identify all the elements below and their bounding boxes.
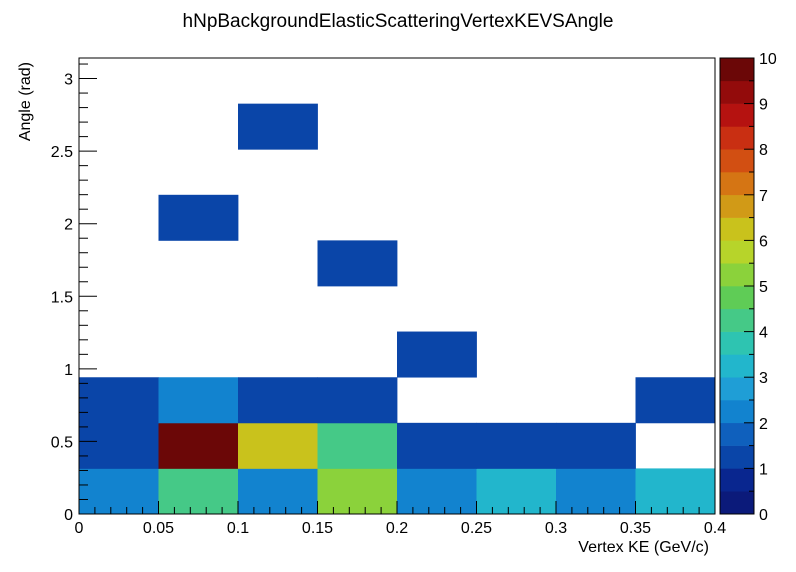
heatmap-cell — [556, 468, 636, 515]
y-tick-label: 3 — [64, 72, 73, 89]
color-scale-axis: 0 1 2 3 4 5 6 7 8 9 10 — [744, 51, 777, 524]
y-tick-label: 1 — [64, 362, 73, 379]
heatmap-cell — [158, 377, 239, 424]
heatmap-cell — [476, 422, 557, 469]
x-tick-label: 0.3 — [545, 520, 567, 537]
z-tick-label: 4 — [759, 325, 768, 342]
heatmap-cell — [317, 422, 398, 469]
y-tick-label: 0.5 — [51, 434, 73, 451]
color-scale-segment — [720, 445, 754, 469]
heatmap-cell — [397, 422, 477, 469]
heatmap-cell — [397, 468, 477, 515]
color-scale-segment — [720, 149, 754, 173]
z-tick-label: 9 — [759, 97, 768, 114]
y-tick-label: 0 — [64, 507, 73, 524]
z-tick-label: 8 — [759, 142, 768, 159]
y-tick-label: 2.5 — [51, 144, 73, 161]
x-axis: 0 0.05 0.1 0.15 0.2 0.25 0.3 0.35 0.4 — [75, 501, 726, 537]
z-tick-label: 3 — [759, 370, 768, 387]
color-scale-segment — [720, 194, 754, 218]
color-scale-segment — [720, 240, 754, 264]
z-tick-label: 6 — [759, 233, 768, 250]
heatmap-cell — [79, 377, 159, 424]
heatmap-cell — [238, 468, 318, 515]
color-scale-segment — [720, 58, 754, 82]
color-scale-segment — [720, 217, 754, 241]
color-scale-segment — [720, 491, 754, 515]
color-scale-segment — [720, 308, 754, 332]
x-tick-label: 0.25 — [461, 520, 492, 537]
color-scale-segment — [720, 354, 754, 378]
heatmap-cells — [79, 103, 716, 515]
x-tick-label: 0.05 — [143, 520, 174, 537]
y-tick-label: 1.5 — [51, 289, 73, 306]
x-tick-label: 0.4 — [704, 520, 726, 537]
heatmap-cell — [635, 377, 716, 424]
heatmap-cell — [317, 468, 398, 515]
y-axis-label: Angle (rad) — [17, 62, 34, 141]
heatmap-cell — [317, 377, 398, 424]
color-scale-bar — [719, 57, 755, 515]
heatmap-cell — [79, 468, 159, 515]
z-tick-label: 1 — [759, 461, 768, 478]
heatmap-cell — [556, 422, 636, 469]
color-scale-segment — [720, 377, 754, 401]
x-tick-label: 0.15 — [302, 520, 333, 537]
y-axis: 0 0.5 1 1.5 2 2.5 3 — [51, 63, 97, 524]
heatmap-cell — [158, 468, 239, 515]
color-scale-segment — [720, 468, 754, 492]
heatmap-cell — [635, 468, 716, 515]
x-tick-label: 0.2 — [386, 520, 408, 537]
z-tick-label: 2 — [759, 416, 768, 433]
color-scale-segment — [720, 286, 754, 310]
heatmap-cell — [397, 331, 477, 378]
color-scale-segment — [720, 263, 754, 287]
x-tick-label: 0 — [75, 520, 84, 537]
z-tick-label: 5 — [759, 279, 768, 296]
color-scale-segment — [720, 103, 754, 127]
color-scale-segment — [720, 400, 754, 424]
heatmap-cell — [238, 377, 318, 424]
heatmap-cell — [238, 103, 318, 150]
heatmap-cell — [238, 422, 318, 469]
chart-title: hNpBackgroundElasticScatteringVertexKEVS… — [183, 11, 614, 32]
z-tick-label: 0 — [759, 507, 768, 524]
x-axis-label: Vertex KE (GeV/c) — [578, 539, 709, 556]
heatmap-cell — [158, 422, 239, 469]
color-scale-segment — [720, 331, 754, 355]
heatmap-cell — [158, 194, 239, 241]
z-tick-label: 7 — [759, 188, 768, 205]
x-tick-label: 0.1 — [227, 520, 249, 537]
color-scale-segment — [720, 126, 754, 150]
color-scale-segment — [720, 172, 754, 196]
y-tick-label: 2 — [64, 217, 73, 234]
heatmap-cell — [476, 468, 557, 515]
x-tick-label: 0.35 — [620, 520, 651, 537]
heatmap-cell — [79, 422, 159, 469]
color-scale-segment — [720, 422, 754, 446]
color-scale-segment — [720, 80, 754, 104]
z-tick-label: 10 — [759, 51, 777, 68]
heatmap-cell — [317, 240, 398, 287]
